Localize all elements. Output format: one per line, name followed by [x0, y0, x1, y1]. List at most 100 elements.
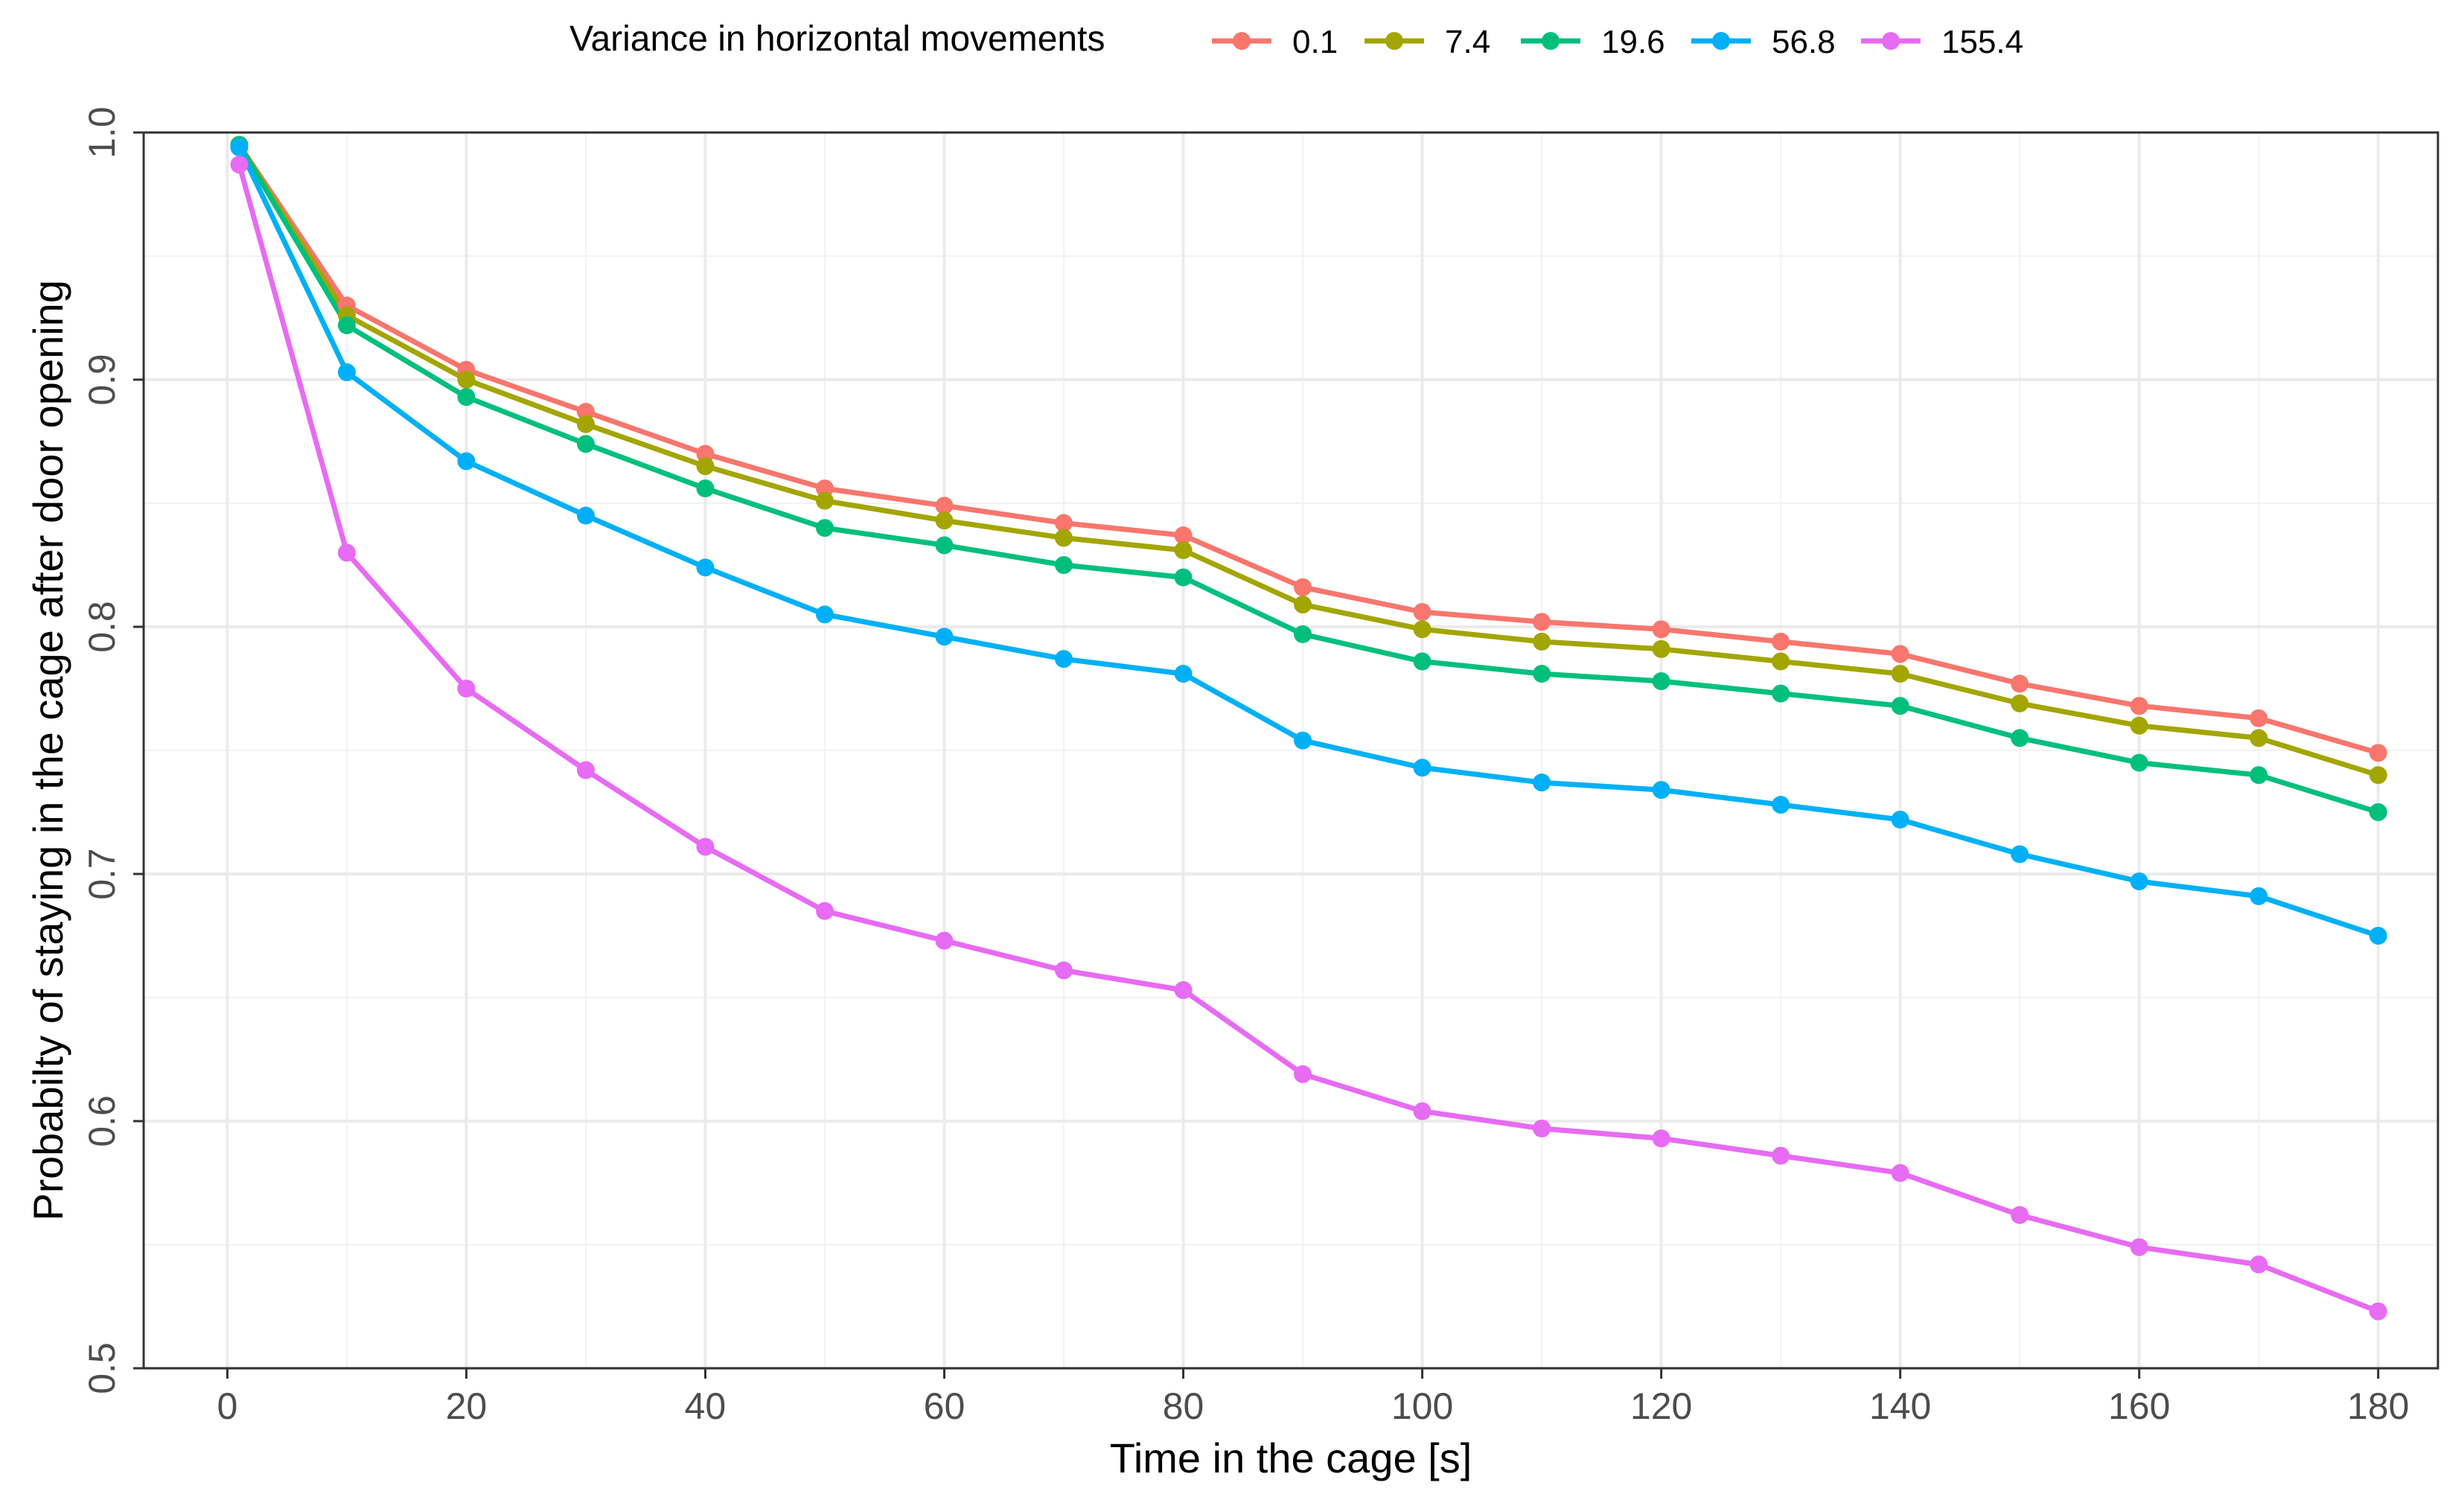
- data-point-7.4: [2369, 766, 2387, 785]
- data-point-7.4: [815, 491, 834, 510]
- x-tick-label: 160: [2108, 1385, 2170, 1427]
- data-point-19.6: [935, 536, 954, 555]
- data-point-155.4: [2011, 1206, 2029, 1225]
- data-point-155.4: [230, 156, 249, 174]
- minor-gridlines: [144, 133, 2438, 1368]
- data-point-56.8: [457, 452, 476, 470]
- data-point-155.4: [696, 837, 715, 856]
- data-point-7.4: [1652, 639, 1670, 658]
- legend-key-point: [1542, 32, 1560, 50]
- data-point-7.4: [1055, 529, 1073, 547]
- y-tick-label: 0.9: [81, 354, 123, 406]
- x-tick-label: 40: [685, 1385, 727, 1427]
- data-point-56.8: [230, 138, 249, 156]
- panel-border: [142, 131, 2439, 1370]
- data-point-155.4: [935, 931, 954, 950]
- data-point-155.4: [815, 902, 834, 920]
- data-point-7.4: [1533, 632, 1551, 651]
- data-point-0.1: [2011, 674, 2029, 693]
- data-point-7.4: [457, 371, 476, 389]
- legend-label: 7.4: [1445, 24, 1490, 60]
- legend-label: 19.6: [1601, 24, 1665, 60]
- data-point-7.4: [576, 415, 595, 433]
- data-point-56.8: [2011, 845, 2029, 864]
- data-point-7.4: [1891, 665, 1909, 683]
- data-point-56.8: [1533, 773, 1551, 792]
- legend-key-point: [1882, 32, 1900, 50]
- plot-panel: [142, 131, 2439, 1370]
- data-point-7.4: [1413, 620, 1432, 639]
- y-tick-label: 0.8: [81, 601, 123, 653]
- data-point-56.8: [1891, 810, 1909, 829]
- data-point-0.1: [2250, 709, 2268, 727]
- data-point-7.4: [1174, 541, 1193, 560]
- data-point-19.6: [1772, 684, 1790, 703]
- data-point-0.1: [696, 444, 715, 463]
- legend: Variance in horizontal movements 0.1 7.4 1…: [569, 19, 2023, 60]
- data-point-155.4: [337, 543, 356, 562]
- data-point-155.4: [1294, 1065, 1312, 1083]
- data-point-7.4: [2130, 716, 2148, 735]
- data-point-19.6: [1891, 697, 1909, 715]
- data-point-155.4: [2369, 1302, 2387, 1321]
- data-point-7.4: [1294, 596, 1312, 614]
- data-point-19.6: [1413, 652, 1432, 671]
- data-point-56.8: [1174, 665, 1193, 683]
- legend-key-point: [1712, 32, 1730, 50]
- data-point-19.6: [1652, 672, 1670, 691]
- x-tick-label: 100: [1391, 1385, 1453, 1427]
- x-tick-label: 120: [1630, 1385, 1692, 1427]
- data-point-0.1: [1891, 645, 1909, 663]
- data-point-19.6: [337, 316, 356, 334]
- data-point-155.4: [1055, 961, 1073, 980]
- data-point-56.8: [1413, 759, 1432, 777]
- data-point-56.8: [337, 363, 356, 382]
- data-point-0.1: [815, 479, 834, 498]
- data-point-19.6: [815, 519, 834, 537]
- data-point-155.4: [2250, 1255, 2268, 1274]
- data-point-155.4: [1413, 1102, 1432, 1120]
- data-point-0.1: [2130, 697, 2148, 715]
- x-tick-label: 0: [217, 1385, 237, 1427]
- x-tick-label: 60: [924, 1385, 966, 1427]
- data-point-0.1: [1772, 632, 1790, 651]
- y-axis: 0.5 0.6 0.7 0.8 0.9 1.0: [81, 106, 144, 1394]
- data-point-19.6: [2369, 803, 2387, 821]
- data-point-56.8: [815, 605, 834, 624]
- x-tick-label: 80: [1163, 1385, 1204, 1427]
- data-point-19.6: [457, 388, 476, 406]
- data-point-19.6: [1055, 556, 1073, 574]
- data-point-155.4: [576, 761, 595, 779]
- data-point-19.6: [1533, 665, 1551, 683]
- data-point-56.8: [935, 628, 954, 646]
- data-point-56.8: [1652, 781, 1670, 800]
- data-point-56.8: [2130, 872, 2148, 890]
- data-point-0.1: [1294, 578, 1312, 596]
- data-point-7.4: [2011, 694, 2029, 712]
- data-point-19.6: [2130, 753, 2148, 772]
- data-point-19.6: [576, 435, 595, 453]
- data-point-0.1: [1652, 620, 1670, 639]
- data-point-19.6: [1174, 568, 1193, 587]
- x-tick-label: 20: [446, 1385, 488, 1427]
- data-point-56.8: [2250, 887, 2268, 905]
- data-point-56.8: [576, 506, 595, 525]
- legend-title: Variance in horizontal movements: [569, 19, 1105, 59]
- y-tick-label: 1.0: [81, 106, 123, 159]
- data-point-0.1: [1174, 526, 1193, 545]
- legend-label: 56.8: [1772, 24, 1836, 60]
- x-tick-label: 140: [1869, 1385, 1931, 1427]
- x-axis: 0 20 40 60 80 100 120 140 160 180: [217, 1368, 2409, 1427]
- data-point-56.8: [1055, 650, 1073, 668]
- data-point-19.6: [2011, 729, 2029, 747]
- series-points: [230, 135, 2387, 1321]
- y-tick-label: 0.5: [81, 1342, 123, 1394]
- data-point-0.1: [1533, 613, 1551, 631]
- data-point-0.1: [576, 403, 595, 421]
- data-point-56.8: [1772, 796, 1790, 814]
- x-tick-label: 180: [2347, 1385, 2409, 1427]
- data-point-0.1: [1413, 603, 1432, 622]
- y-tick-label: 0.6: [81, 1095, 123, 1147]
- y-tick-label: 0.7: [81, 848, 123, 900]
